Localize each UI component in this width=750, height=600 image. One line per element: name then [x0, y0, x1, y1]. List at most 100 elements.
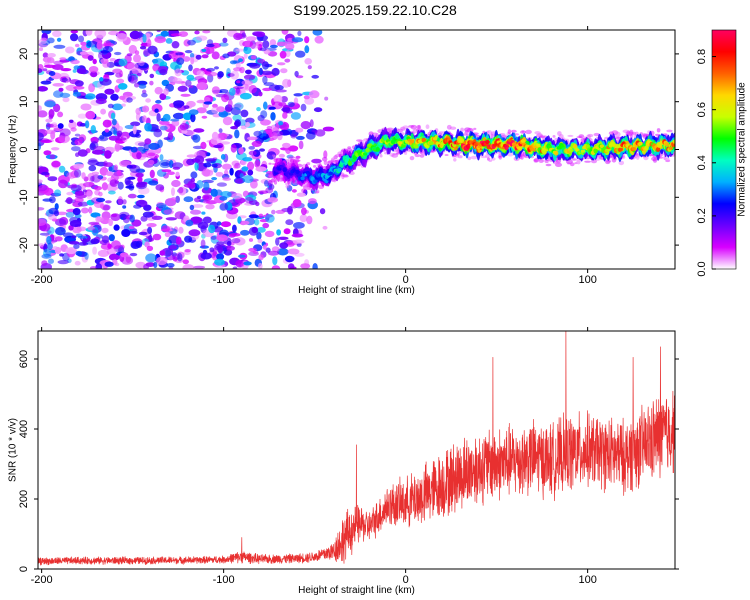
noise-blob — [57, 260, 69, 265]
noise-blob — [264, 180, 269, 187]
noise-blob — [159, 61, 168, 68]
noise-blob — [244, 196, 254, 204]
noise-blob — [106, 186, 119, 191]
x-axis-label: Height of straight line (km) — [298, 585, 415, 596]
noise-blob — [208, 224, 216, 234]
noise-blob — [61, 77, 68, 82]
noise-blob — [190, 216, 203, 224]
noise-blob — [264, 214, 275, 223]
noise-blob — [93, 186, 102, 191]
noise-blob — [230, 70, 240, 80]
noise-blob — [136, 152, 142, 160]
noise-blob — [52, 30, 62, 37]
ridge-halo — [444, 154, 449, 156]
ridge-cell — [300, 176, 305, 181]
ridge-halo — [487, 157, 490, 161]
noise-blob — [175, 195, 181, 203]
noise-blob — [156, 30, 161, 33]
ridge-cell — [485, 139, 490, 145]
noise-blob — [142, 105, 150, 113]
noise-blob — [155, 184, 165, 191]
noise-blob — [73, 85, 85, 90]
noise-blob — [239, 173, 244, 179]
noise-blob — [175, 171, 180, 177]
ridge-cell — [337, 167, 342, 173]
ridge-halo — [453, 158, 457, 162]
noise-blob — [267, 51, 278, 57]
noise-blob — [194, 155, 205, 164]
noise-blob — [96, 41, 103, 50]
noise-blob — [224, 106, 232, 113]
noise-blob — [200, 252, 212, 260]
noise-blob — [58, 165, 66, 173]
noise-blob — [258, 254, 264, 261]
noise-blob — [39, 232, 50, 236]
noise-blob — [284, 255, 295, 263]
noise-blob — [244, 84, 251, 91]
noise-blob — [72, 69, 77, 73]
noise-blob — [59, 92, 71, 98]
noise-blob — [279, 242, 289, 249]
noise-blob — [142, 34, 147, 43]
noise-blob — [275, 209, 286, 214]
noise-blob — [235, 62, 241, 69]
noise-blob — [59, 128, 71, 137]
ridge-cell — [432, 137, 438, 141]
noise-blob — [271, 132, 278, 141]
noise-blob — [247, 136, 258, 141]
noise-blob — [201, 169, 214, 177]
noise-blob — [285, 219, 294, 226]
ridge-cell — [375, 147, 380, 152]
noise-blob — [77, 149, 88, 157]
noise-blob — [108, 190, 116, 195]
noise-blob — [234, 129, 240, 139]
noise-blob — [218, 128, 223, 133]
noise-blob — [216, 241, 225, 246]
noise-blob — [52, 83, 64, 87]
noise-blob — [294, 70, 299, 77]
noise-blob — [177, 85, 188, 92]
noise-blob — [205, 71, 218, 77]
noise-blob — [40, 80, 52, 85]
ridge-halo — [288, 156, 296, 159]
noise-blob — [159, 125, 168, 131]
noise-blob — [75, 194, 87, 199]
noise-blob — [267, 197, 279, 203]
noise-blob — [248, 85, 257, 94]
noise-blob — [249, 62, 261, 69]
noise-blob — [156, 202, 167, 209]
noise-blob — [233, 86, 244, 90]
noise-blob — [172, 166, 181, 170]
noise-blob — [171, 162, 184, 169]
noise-blob — [243, 261, 252, 266]
noise-blob — [183, 196, 194, 203]
noise-blob — [122, 199, 127, 205]
noise-blob — [304, 58, 313, 65]
noise-blob — [300, 121, 311, 130]
ridge-cell — [638, 141, 643, 147]
noise-blob — [133, 54, 141, 63]
noise-blob — [202, 30, 211, 34]
noise-blob — [159, 154, 164, 161]
x-tick-label: 100 — [578, 274, 596, 286]
ridge-halo — [614, 131, 621, 137]
noise-blob — [262, 40, 270, 49]
noise-blob — [108, 135, 120, 141]
ridge-cell — [517, 146, 522, 150]
noise-blob — [258, 262, 263, 269]
noise-blob — [140, 153, 147, 158]
noise-blob — [273, 94, 283, 104]
noise-blob — [155, 99, 162, 104]
noise-blob — [42, 198, 53, 202]
noise-blob — [152, 233, 162, 241]
noise-blob — [114, 142, 121, 152]
noise-blob — [237, 260, 244, 267]
noise-blob — [307, 65, 312, 70]
noise-blob — [92, 246, 97, 255]
noise-blob — [237, 254, 246, 258]
noise-blob — [47, 37, 55, 44]
noise-blob — [201, 48, 207, 53]
ridge-cell — [466, 143, 471, 150]
noise-blob — [248, 146, 255, 150]
noise-blob — [105, 171, 114, 177]
